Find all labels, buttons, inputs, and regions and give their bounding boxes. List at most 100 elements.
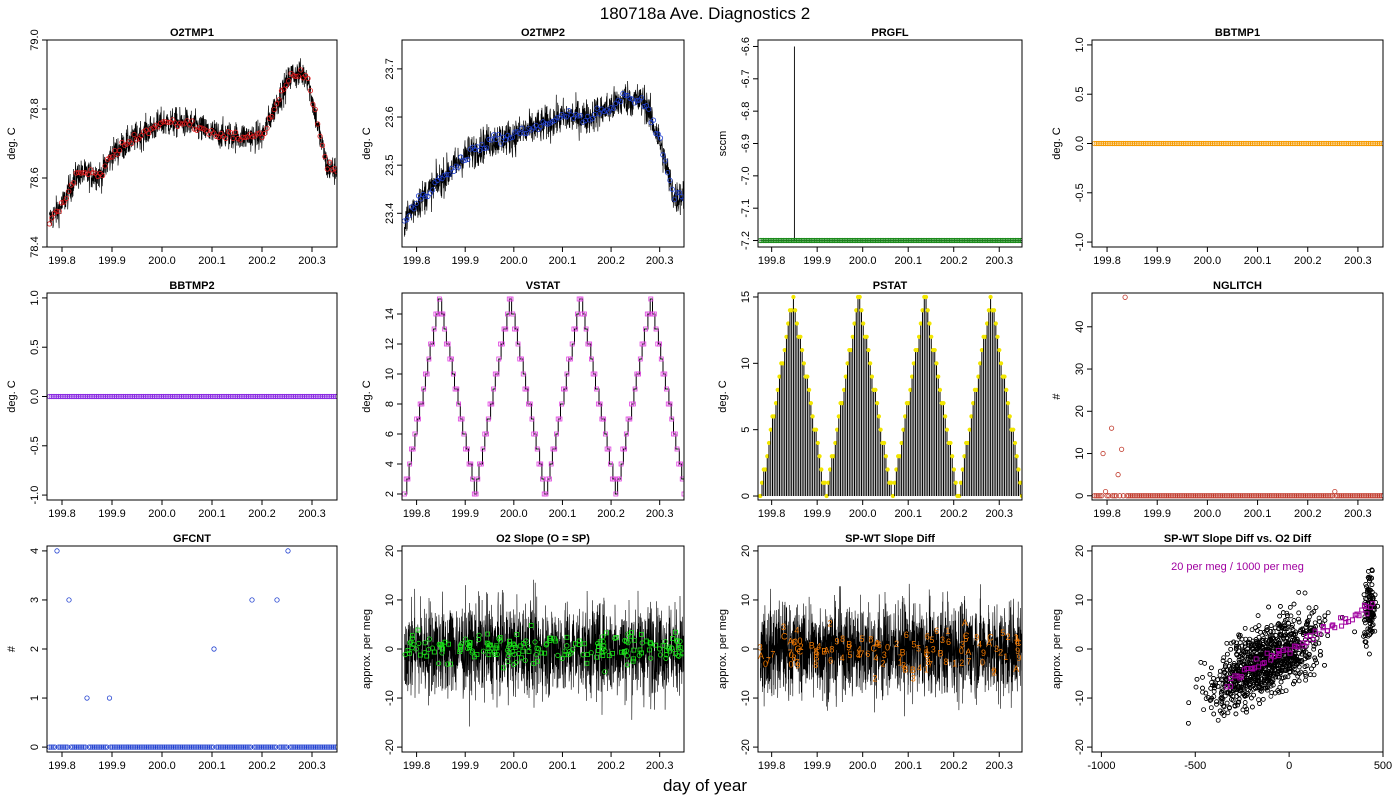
point-gfcnt [167, 744, 173, 750]
point-prgfl [843, 237, 849, 244]
fit-point-spwt_vs_o2 [1349, 617, 1355, 623]
point-o2tmp2 [589, 116, 595, 122]
point-label-spwt: 9 [835, 636, 840, 646]
point-o2slope [486, 652, 492, 658]
point-bbtmp1 [1140, 140, 1147, 147]
point-label-spwt: B [938, 649, 944, 659]
point-o2slope [518, 643, 524, 649]
point-vstat [578, 296, 584, 302]
point-o2tmp2 [455, 164, 462, 170]
point-o2slope [600, 653, 606, 658]
point-nglitch [1129, 493, 1135, 499]
point-prgfl [940, 237, 946, 244]
point-spwt_vs_o2 [1244, 709, 1249, 715]
point-gfcnt [311, 744, 317, 750]
point-nglitch [1239, 493, 1245, 499]
point-gfcnt [95, 744, 101, 750]
point-bbtmp2 [292, 393, 299, 400]
point-spwt_vs_o2 [1293, 638, 1299, 644]
point-o2tmp1 [276, 97, 282, 103]
point-bbtmp1 [1162, 140, 1168, 147]
point-prgfl [854, 237, 860, 244]
point-nglitch [1115, 472, 1121, 478]
point-vstat [616, 476, 622, 482]
point-bbtmp2 [79, 393, 85, 400]
point-o2tmp1 [327, 159, 333, 165]
point-o2slope [599, 649, 605, 655]
point-bbtmp2 [209, 393, 215, 400]
point-bbtmp1 [1246, 140, 1252, 147]
point-o2slope [485, 646, 491, 651]
point-spwt_vs_o2 [1264, 671, 1269, 677]
point-vstat [667, 401, 673, 407]
point-gfcnt [61, 744, 67, 750]
point-pstat [889, 480, 894, 485]
point-spwt_vs_o2 [1268, 693, 1274, 699]
point-bbtmp1 [1128, 140, 1134, 147]
point-prgfl [891, 237, 897, 244]
point-pstat [805, 374, 810, 379]
point-bbtmp1 [1200, 140, 1206, 147]
point-bbtmp1 [1171, 140, 1177, 147]
point-spwt_vs_o2 [1296, 610, 1302, 616]
point-gfcnt [122, 744, 128, 750]
point-o2slope [425, 646, 432, 653]
point-bbtmp1 [1262, 140, 1268, 147]
point-bbtmp1 [1237, 140, 1243, 147]
point-bbtmp1 [1168, 140, 1174, 147]
point-vstat [657, 341, 662, 347]
xtick-label-o2tmp1: 200.2 [248, 255, 276, 267]
point-prgfl [821, 237, 828, 244]
point-spwt_vs_o2 [1280, 689, 1285, 694]
point-spwt_vs_o2 [1217, 672, 1223, 678]
point-spwt_vs_o2 [1282, 674, 1288, 680]
point-spwt_vs_o2 [1239, 636, 1245, 642]
point-nglitch [1227, 493, 1233, 499]
point-nglitch [1245, 493, 1251, 499]
point-spwt_vs_o2 [1229, 670, 1235, 675]
ytick-label-bbtmp2: 1.0 [29, 290, 41, 305]
point-bbtmp2 [236, 393, 242, 400]
point-nglitch [1246, 493, 1253, 499]
point-label-spwt: 2 [894, 639, 899, 649]
point-o2tmp1 [172, 120, 178, 126]
fit-point-spwt_vs_o2 [1320, 624, 1326, 630]
xtick-label-nglitch: 200.1 [1244, 508, 1272, 520]
point-spwt_vs_o2 [1247, 682, 1252, 688]
point-label-spwt: A [787, 637, 793, 647]
point-gfcnt [278, 744, 284, 750]
point-spwt_vs_o2 [1249, 641, 1254, 647]
point-spwt_vs_o2 [1372, 628, 1378, 634]
point-o2slope [494, 643, 500, 649]
ytick-label-spwt: 0 [740, 646, 752, 652]
point-gfcnt [300, 744, 306, 750]
point-bbtmp2 [215, 393, 221, 400]
ytick-label-pstat: 15 [740, 291, 752, 303]
point-prgfl [946, 237, 953, 244]
point-spwt_vs_o2 [1215, 717, 1221, 723]
point-spwt_vs_o2 [1229, 697, 1234, 702]
point-pstat [794, 321, 800, 326]
point-o2slope [568, 650, 574, 656]
point-nglitch [1329, 493, 1336, 499]
point-spwt_vs_o2 [1285, 674, 1291, 680]
point-spwt_vs_o2 [1236, 634, 1242, 640]
point-spwt_vs_o2 [1292, 678, 1297, 684]
point-label-spwt: A [986, 639, 992, 649]
point-o2tmp1 [225, 128, 231, 135]
point-bbtmp2 [144, 393, 150, 400]
point-nglitch [1351, 493, 1357, 499]
point-spwt_vs_o2 [1284, 617, 1290, 622]
point-spwt_vs_o2 [1238, 653, 1244, 659]
point-gfcnt [138, 744, 144, 750]
point-o2tmp1 [170, 117, 176, 123]
point-nglitch [1146, 493, 1152, 499]
point-bbtmp2 [222, 393, 228, 400]
point-gfcnt [115, 744, 121, 750]
point-bbtmp1 [1255, 140, 1261, 147]
point-o2tmp2 [523, 130, 530, 137]
point-gfcnt [59, 744, 65, 750]
point-label-spwt: 6 [877, 640, 882, 650]
